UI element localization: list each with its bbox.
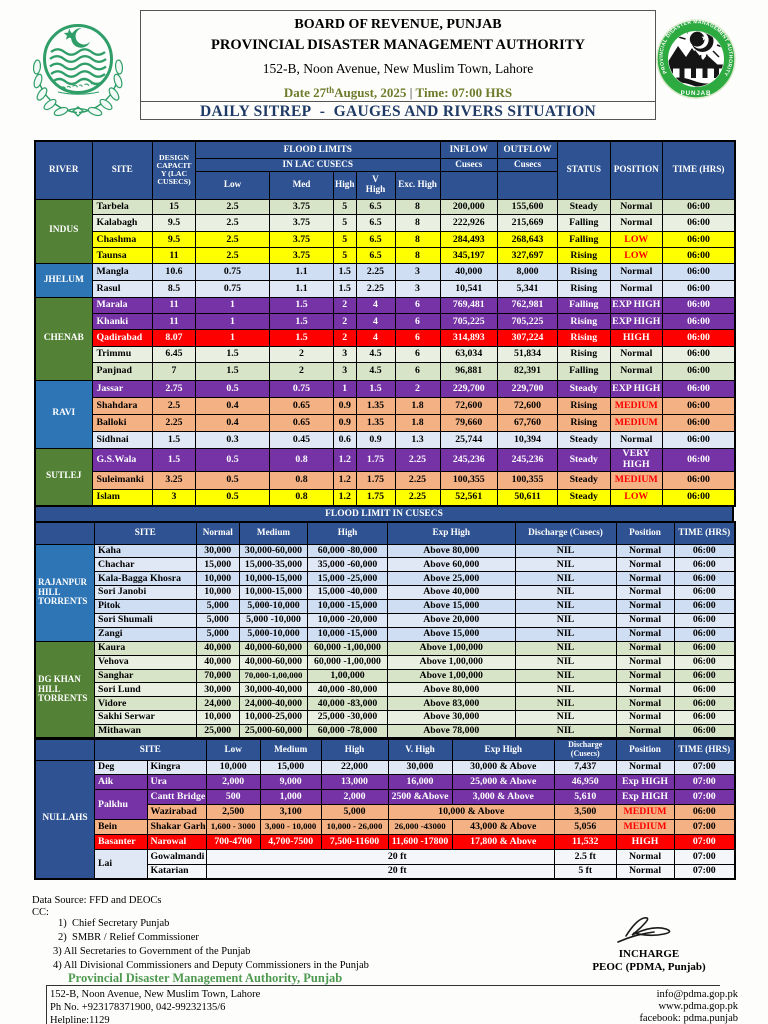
- svg-text:PUNJAB: PUNJAB: [681, 90, 712, 97]
